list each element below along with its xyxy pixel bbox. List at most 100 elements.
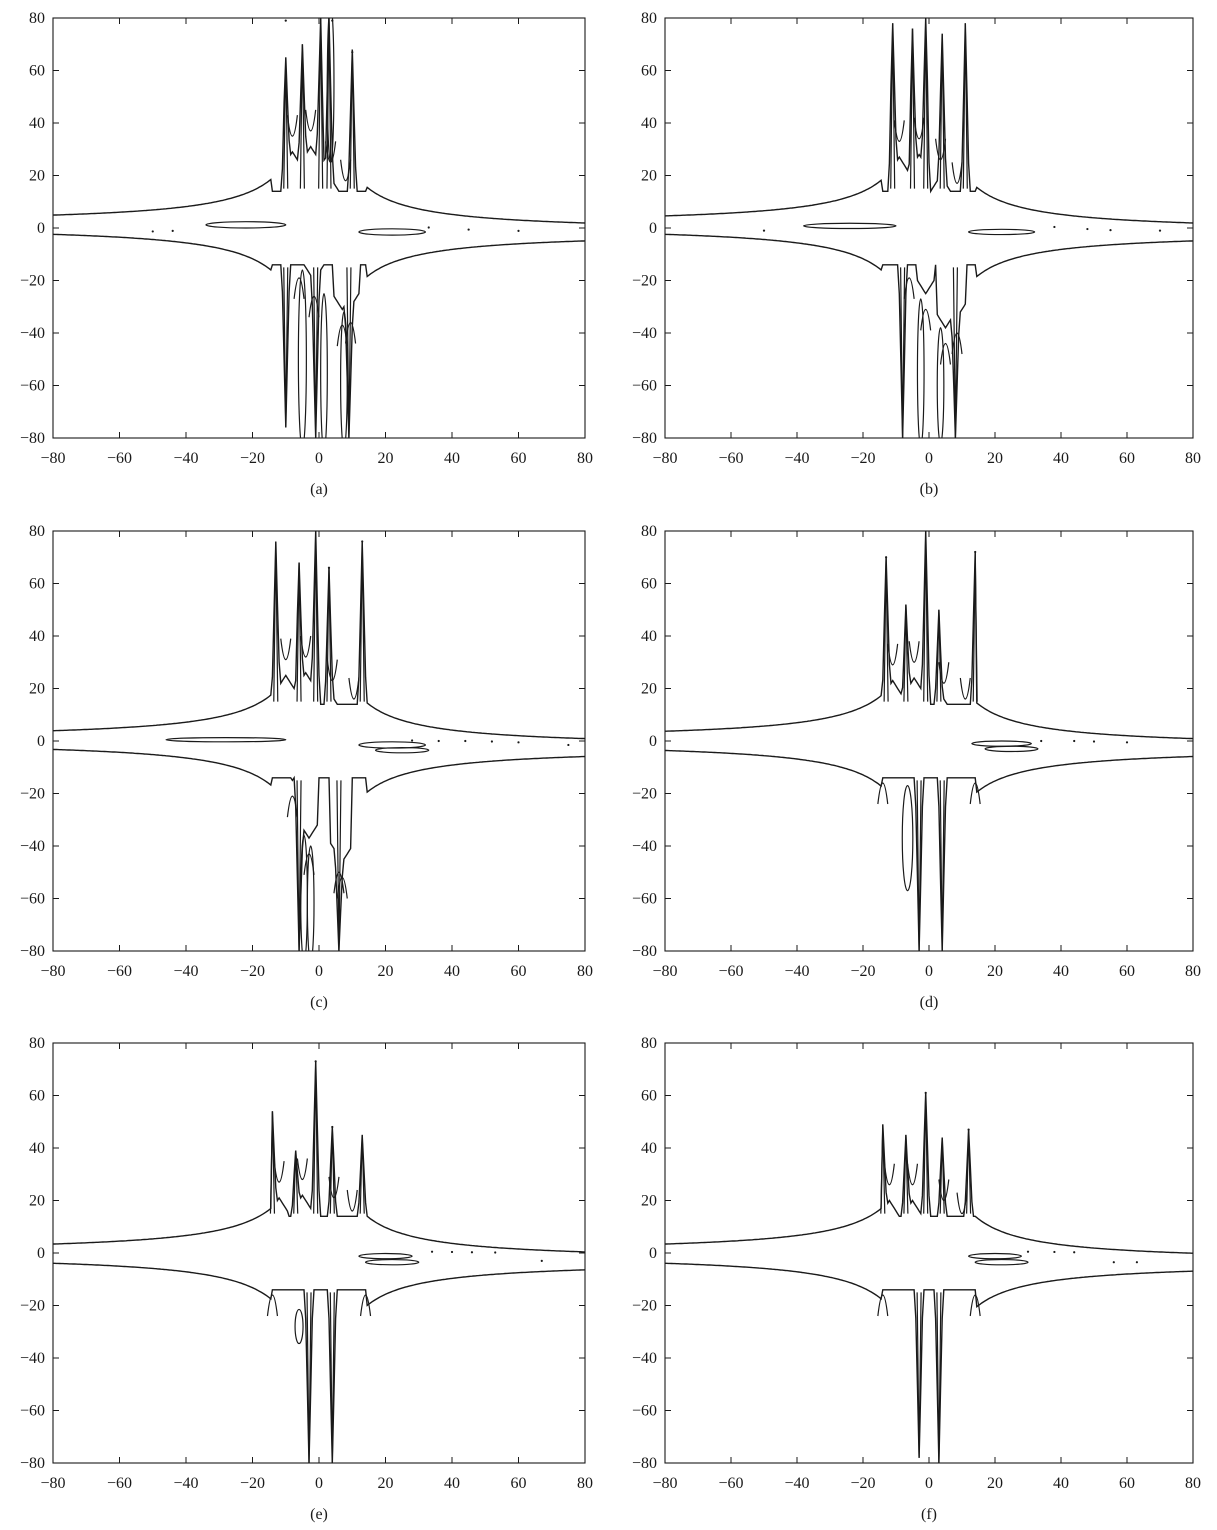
- y-tick-label: 0: [649, 733, 657, 750]
- curve-loop: [364, 1258, 420, 1266]
- x-tick-label: 40: [444, 1475, 460, 1492]
- y-tick-label: −60: [20, 1403, 45, 1420]
- curve-valley: [883, 1163, 895, 1186]
- scatter-point: [1158, 229, 1162, 232]
- curve-spike: [313, 267, 319, 438]
- curve-spike: [346, 267, 352, 438]
- curve-loop: [300, 834, 308, 951]
- curve-valley: [913, 117, 925, 140]
- scatter-point: [1109, 229, 1112, 232]
- x-tick-label: −60: [107, 450, 132, 467]
- curve-spike: [313, 1061, 319, 1214]
- y-tick-label: 80: [29, 1035, 45, 1052]
- curve-spike: [923, 531, 929, 702]
- plot-frame: [52, 530, 586, 952]
- y-tick-label: −40: [632, 1350, 657, 1367]
- curve-spike: [916, 1292, 922, 1458]
- scatter-point: [494, 1251, 497, 1254]
- y-tick-label: −60: [20, 378, 45, 395]
- scatter-point: [151, 230, 154, 233]
- curve-loop: [984, 745, 1039, 753]
- curve-valley: [286, 795, 298, 818]
- x-tick-label: 80: [577, 450, 593, 467]
- x-tick-label: −20: [240, 450, 265, 467]
- y-tick-label: 80: [641, 523, 657, 540]
- curve-valley: [305, 109, 317, 132]
- curve-valley: [938, 1179, 950, 1202]
- panel-label: (b): [920, 481, 939, 498]
- scatter-point: [427, 226, 430, 229]
- y-tick-label: 60: [29, 576, 45, 593]
- plot-frame: [664, 1042, 1194, 1464]
- panel-f: −80 −60 −40 −20 0 20 40 60 80 −80 −60 −40 −20 0 20 40 60…: [632, 1035, 1201, 1523]
- x-tick-label: 20: [378, 1475, 394, 1492]
- curve-spike: [936, 609, 942, 702]
- y-tick-label: −20: [632, 1298, 657, 1315]
- curve-spike: [283, 57, 289, 189]
- x-tick-label: 40: [1053, 1475, 1069, 1492]
- scatter-point: [351, 51, 354, 54]
- panel-label: (c): [310, 994, 328, 1011]
- y-tick-label: 20: [641, 1193, 657, 1210]
- curve-valley: [286, 115, 298, 137]
- curve-loop: [165, 736, 287, 743]
- curve-spike: [903, 604, 909, 702]
- y-tick-label: 0: [649, 220, 657, 237]
- curve-loop: [901, 785, 914, 892]
- curve-spike: [966, 1129, 972, 1214]
- curve-spike: [972, 551, 978, 702]
- curve-spike: [883, 557, 889, 702]
- plot-frame: [664, 17, 1194, 439]
- scatter-point: [567, 743, 570, 747]
- curve-spike: [336, 780, 342, 951]
- plot-frame: [664, 530, 1194, 952]
- curve-spike: [880, 1124, 886, 1214]
- upper-curve: [665, 18, 1193, 224]
- y-tick-label: 0: [37, 220, 45, 237]
- curve-valley: [906, 1163, 919, 1186]
- x-tick-label: −20: [850, 963, 875, 980]
- curve-loop: [326, 18, 335, 163]
- x-tick-label: 20: [987, 1475, 1003, 1492]
- y-tick-label: −40: [632, 325, 657, 342]
- lower-curve: [665, 1262, 1193, 1463]
- scatter-point: [284, 19, 287, 22]
- panel-b: −80 −60 −40 −20 0 20 40 60 80 −80 −60 −40 −20 0 20 40 60…: [632, 10, 1201, 498]
- lower-curve: [53, 748, 585, 951]
- y-tick-label: 20: [641, 681, 657, 698]
- curve-loop: [358, 228, 426, 236]
- y-tick-label: 60: [641, 576, 657, 593]
- scatter-point: [464, 739, 467, 743]
- scatter-point: [762, 229, 766, 232]
- x-tick-label: 20: [378, 963, 394, 980]
- x-tick-label: 60: [1119, 963, 1135, 980]
- x-tick-label: 20: [378, 450, 394, 467]
- curve-spike: [313, 531, 319, 702]
- x-tick-label: 40: [1053, 450, 1069, 467]
- scatter-point: [885, 556, 888, 559]
- x-tick-label: −20: [240, 963, 265, 980]
- curve-spike: [306, 1292, 312, 1463]
- upper-curve: [53, 1061, 585, 1253]
- x-tick-label: −60: [718, 963, 743, 980]
- curve-valley: [336, 876, 348, 899]
- scatter-point: [517, 741, 520, 744]
- curve-loop: [340, 311, 348, 438]
- y-tick-label: −20: [20, 273, 45, 290]
- curve-loop: [297, 269, 307, 438]
- scatter-point: [1092, 740, 1096, 743]
- x-tick-label: 80: [1185, 1475, 1201, 1492]
- curve-spike: [269, 1111, 276, 1214]
- x-tick-label: 0: [315, 450, 323, 467]
- curve-valley: [328, 1176, 340, 1199]
- curve-spike: [296, 562, 302, 702]
- y-tick-label: −20: [632, 786, 657, 803]
- x-tick-label: 20: [987, 963, 1003, 980]
- scatter-point: [517, 229, 520, 232]
- x-tick-label: 60: [511, 963, 527, 980]
- curve-spike: [299, 44, 305, 189]
- scatter-point: [430, 1250, 434, 1253]
- y-tick-label: 20: [29, 1193, 45, 1210]
- curve-valley: [959, 677, 971, 700]
